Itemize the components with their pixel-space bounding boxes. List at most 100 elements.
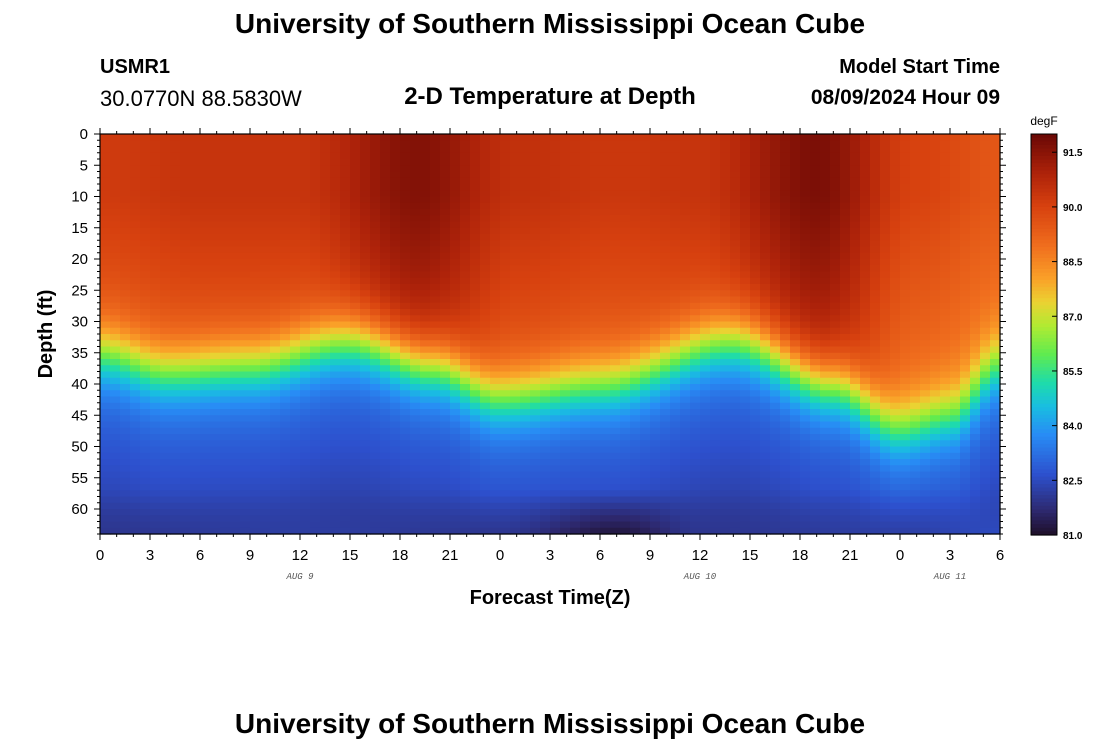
heatmap-cell: [500, 527, 511, 535]
heatmap-cell: [550, 321, 561, 329]
heatmap-cell: [730, 140, 741, 148]
heatmap-cell: [230, 352, 241, 360]
heatmap-cell: [220, 290, 231, 298]
heatmap-cell: [630, 515, 641, 523]
heatmap-cell: [760, 521, 771, 529]
heatmap-cell: [470, 309, 481, 316]
heatmap-cell: [210, 477, 221, 485]
heatmap-cell: [750, 302, 761, 310]
heatmap-cell: [620, 415, 631, 423]
heatmap-cell: [520, 284, 531, 291]
heatmap-cell: [580, 365, 591, 373]
heatmap-cell: [320, 477, 331, 485]
heatmap-cell: [490, 209, 501, 216]
heatmap-cell: [490, 309, 501, 316]
heatmap-cell: [850, 327, 861, 335]
heatmap-cell: [500, 371, 511, 379]
heatmap-cell: [740, 490, 751, 498]
heatmap-cell: [100, 440, 111, 448]
heatmap-cell: [420, 265, 431, 273]
heatmap-cell: [270, 359, 281, 366]
heatmap-cell: [610, 196, 621, 204]
heatmap-cell: [420, 290, 431, 298]
heatmap-cell: [700, 365, 711, 373]
heatmap-cell: [730, 234, 741, 241]
heatmap-cell: [830, 184, 841, 191]
heatmap-cell: [670, 377, 681, 385]
heatmap-cell: [400, 271, 411, 279]
heatmap-cell: [620, 359, 631, 366]
heatmap-cell: [430, 165, 441, 173]
heatmap-cell: [700, 409, 711, 416]
heatmap-cell: [770, 365, 781, 373]
heatmap-cell: [160, 459, 171, 466]
heatmap-cell: [350, 252, 361, 260]
heatmap-cell: [800, 371, 811, 379]
heatmap-cell: [750, 240, 761, 248]
heatmap-cell: [780, 209, 791, 216]
heatmap-cell: [610, 146, 621, 154]
heatmap-cell: [400, 402, 411, 410]
heatmap-cell: [550, 415, 561, 423]
heatmap-cell: [200, 134, 211, 141]
heatmap-cell: [790, 296, 801, 304]
heatmap-cell: [830, 165, 841, 173]
heatmap-cell: [760, 296, 771, 304]
heatmap-cell: [850, 209, 861, 216]
heatmap-cell: [230, 152, 241, 160]
heatmap-cell: [760, 359, 771, 366]
heatmap-cell: [510, 402, 521, 410]
heatmap-cell: [810, 434, 821, 441]
heatmap-cell: [100, 515, 111, 523]
heatmap-cell: [210, 459, 221, 466]
heatmap-cell: [720, 384, 731, 391]
heatmap-cell: [320, 146, 331, 154]
heatmap-cell: [400, 334, 411, 341]
heatmap-cell: [100, 390, 111, 398]
heatmap-cell: [660, 284, 671, 291]
heatmap-cell: [180, 309, 191, 316]
heatmap-cell: [770, 359, 781, 366]
heatmap-cell: [250, 490, 261, 498]
heatmap-cell: [220, 296, 231, 304]
heatmap-cell: [390, 277, 401, 285]
heatmap-cell: [690, 471, 701, 479]
heatmap-cell: [590, 252, 601, 260]
heatmap-cell: [100, 421, 111, 429]
heatmap-cell: [840, 365, 851, 373]
heatmap-cell: [160, 202, 171, 210]
heatmap-cell: [500, 346, 511, 354]
heatmap-cell: [120, 252, 131, 260]
heatmap-cell: [450, 365, 461, 373]
heatmap-cell: [780, 471, 791, 479]
heatmap-cell: [780, 271, 791, 279]
heatmap-cell: [170, 152, 181, 160]
heatmap-cell: [430, 209, 441, 216]
heatmap-cell: [670, 190, 681, 198]
heatmap-cell: [630, 334, 641, 341]
heatmap-cell: [770, 334, 781, 341]
heatmap-cell: [750, 184, 761, 191]
heatmap-cell: [430, 359, 441, 366]
heatmap-cell: [800, 334, 811, 341]
heatmap-cell: [730, 302, 741, 310]
heatmap-cell: [340, 371, 351, 379]
heatmap-cell: [660, 515, 671, 523]
heatmap-cell: [160, 221, 171, 229]
heatmap-cell: [120, 196, 131, 204]
heatmap-cell: [490, 284, 501, 291]
heatmap-cell: [640, 346, 651, 354]
heatmap-cell: [640, 234, 651, 241]
heatmap-cell: [260, 140, 271, 148]
heatmap-cell: [510, 471, 521, 479]
heatmap-cell: [220, 321, 231, 329]
heatmap-cell: [170, 202, 181, 210]
heatmap-cell: [330, 327, 341, 335]
heatmap-cell: [180, 221, 191, 229]
heatmap-cell: [310, 277, 321, 285]
heatmap-cell: [750, 471, 761, 479]
heatmap-cell: [650, 384, 661, 391]
heatmap-cell: [800, 196, 811, 204]
heatmap-cell: [520, 352, 531, 360]
heatmap-cell: [610, 384, 621, 391]
